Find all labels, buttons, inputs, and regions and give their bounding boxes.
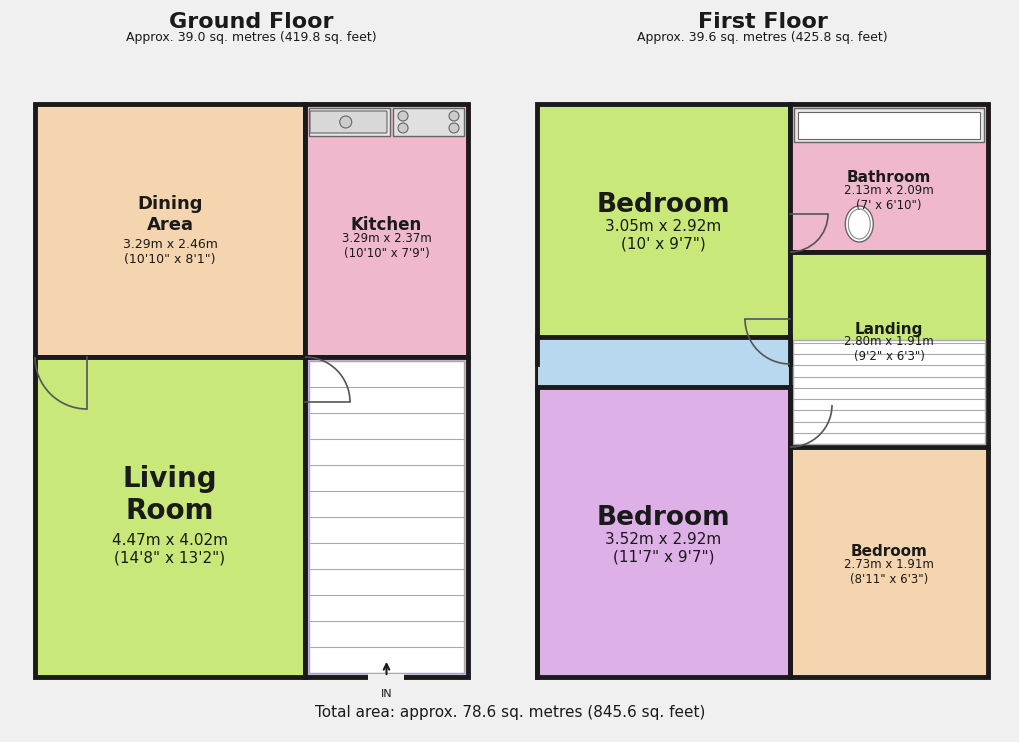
- Text: IN: IN: [380, 689, 392, 699]
- Text: Tigers: Tigers: [138, 319, 372, 385]
- Text: Sales and Lettings: Sales and Lettings: [110, 388, 399, 416]
- Text: Kitchen: Kitchen: [351, 215, 422, 234]
- Bar: [790, 104, 987, 252]
- Text: 3.29m x 2.37m
(10'10" x 7'9"): 3.29m x 2.37m (10'10" x 7'9"): [341, 232, 431, 260]
- Text: Ground Floor: Ground Floor: [169, 12, 333, 32]
- Bar: [309, 361, 464, 673]
- Bar: [793, 108, 983, 142]
- Bar: [35, 104, 305, 357]
- Bar: [309, 108, 389, 136]
- Bar: [536, 364, 790, 677]
- Text: Bedroom: Bedroom: [596, 505, 730, 531]
- Bar: [797, 112, 979, 139]
- Circle shape: [448, 123, 459, 133]
- Text: 4.47m x 4.02m
(14'8" x 13'2"): 4.47m x 4.02m (14'8" x 13'2"): [112, 533, 228, 565]
- Text: 3.05m x 2.92m
(10' x 9'7"): 3.05m x 2.92m (10' x 9'7"): [605, 219, 720, 252]
- Text: Sales and Lettings: Sales and Lettings: [616, 388, 906, 416]
- Text: Landing: Landing: [854, 322, 922, 337]
- Text: 3.29m x 2.46m
(10'10" x 8'1"): 3.29m x 2.46m (10'10" x 8'1"): [122, 238, 217, 266]
- Text: 2.73m x 1.91m
(8'11" x 6'3"): 2.73m x 1.91m (8'11" x 6'3"): [844, 558, 933, 586]
- Text: Living
Room: Living Room: [122, 465, 217, 525]
- Bar: [536, 337, 790, 387]
- Text: Tigers: Tigers: [644, 319, 878, 385]
- Bar: [305, 104, 468, 357]
- Text: Bathroom: Bathroom: [846, 171, 930, 186]
- Bar: [536, 104, 790, 364]
- Bar: [792, 340, 984, 444]
- Bar: [790, 447, 987, 677]
- Text: Bedroom: Bedroom: [596, 192, 730, 218]
- Circle shape: [397, 123, 408, 133]
- Bar: [35, 357, 305, 677]
- Text: Approx. 39.0 sq. metres (419.8 sq. feet): Approx. 39.0 sq. metres (419.8 sq. feet): [126, 31, 376, 45]
- FancyBboxPatch shape: [310, 111, 386, 133]
- Text: First Floor: First Floor: [697, 12, 826, 32]
- Bar: [368, 674, 405, 680]
- Text: 2.80m x 1.91m
(9'2" x 6'3"): 2.80m x 1.91m (9'2" x 6'3"): [844, 335, 933, 364]
- Bar: [790, 252, 987, 447]
- Circle shape: [448, 111, 459, 121]
- Text: Bedroom: Bedroom: [850, 545, 926, 559]
- Text: Dining
Area: Dining Area: [138, 195, 203, 234]
- Text: 3.52m x 2.92m
(11'7" x 9'7"): 3.52m x 2.92m (11'7" x 9'7"): [605, 532, 720, 564]
- Circle shape: [339, 116, 352, 128]
- Text: 2.13m x 2.09m
(7' x 6'10"): 2.13m x 2.09m (7' x 6'10"): [844, 184, 933, 212]
- Text: Total area: approx. 78.6 sq. metres (845.6 sq. feet): Total area: approx. 78.6 sq. metres (845…: [315, 704, 704, 720]
- Bar: [305, 357, 468, 677]
- Ellipse shape: [845, 206, 872, 242]
- Text: Approx. 39.6 sq. metres (425.8 sq. feet): Approx. 39.6 sq. metres (425.8 sq. feet): [637, 31, 887, 45]
- Bar: [392, 108, 464, 136]
- Circle shape: [397, 111, 408, 121]
